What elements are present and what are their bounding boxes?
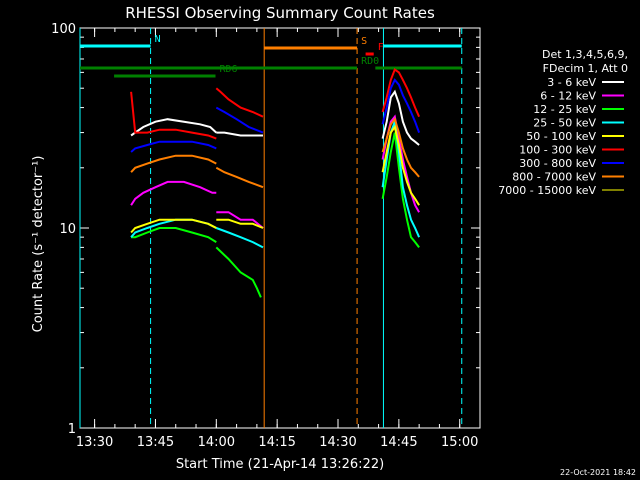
legend-entry-label: 50 - 100 keV xyxy=(526,130,596,143)
legend-entry-label: 7000 - 15000 keV xyxy=(498,184,596,197)
x-tick-label: 13:30 xyxy=(76,435,113,450)
x-tick-label: 14:00 xyxy=(198,435,235,450)
chart-title: RHESSI Observing Summary Count Rates xyxy=(125,4,435,22)
y-tick-label: 1 xyxy=(68,422,76,437)
series-line xyxy=(381,132,420,249)
x-axis-label: Start Time (21-Apr-14 13:26:22) xyxy=(176,457,384,472)
series-line xyxy=(381,89,420,146)
series-line xyxy=(381,78,421,133)
series-line xyxy=(130,118,217,137)
y-axis-label: Count Rate (s⁻¹ detector⁻¹) xyxy=(31,156,46,333)
legend-entry-label: 12 - 25 keV xyxy=(533,103,596,116)
footer-timestamp: 22-Oct-2021 18:42 xyxy=(560,468,636,477)
y-tick-label: 10 xyxy=(59,222,76,237)
x-tick-label: 15:00 xyxy=(441,435,478,450)
series-line xyxy=(215,166,264,189)
series-line xyxy=(216,131,263,137)
legend-header: FDecim 1, Att 0 xyxy=(543,62,628,75)
flag-label-n: N xyxy=(155,34,161,45)
series-line xyxy=(215,227,264,249)
x-tick-label: 13:45 xyxy=(137,435,174,450)
series-line xyxy=(215,87,264,118)
legend: Det 1,3,4,5,6,9,FDecim 1, Att 03 - 6 keV… xyxy=(498,48,628,197)
series-line xyxy=(216,218,264,229)
plot-area: 100 10 113:30 13:45 14:00 14:15 14:30 14:45 15:0… xyxy=(51,22,481,450)
flag-label-rd6: RD6 xyxy=(219,64,237,75)
series-line xyxy=(215,246,262,298)
flag-label-f: F xyxy=(378,42,384,53)
legend-entry-label: 3 - 6 keV xyxy=(547,76,596,89)
series-line xyxy=(215,106,264,134)
y-tick-label: 100 xyxy=(51,22,76,37)
flag-label-rd0: RD0 xyxy=(361,56,379,67)
legend-entry-label: 800 - 7000 keV xyxy=(512,171,596,184)
series-line xyxy=(130,91,217,140)
x-tick-label: 14:15 xyxy=(258,435,295,450)
legend-entry-label: 100 - 300 keV xyxy=(519,144,596,157)
series-line xyxy=(130,140,217,153)
legend-entry-label: 6 - 12 keV xyxy=(540,90,596,103)
plot-frame xyxy=(79,27,481,429)
series-line xyxy=(381,117,420,178)
legend-header: Det 1,3,4,5,6,9, xyxy=(542,48,628,61)
x-tick-label: 14:45 xyxy=(380,435,417,450)
series-line xyxy=(131,227,217,243)
flag-label-s: S xyxy=(361,36,367,47)
series-line xyxy=(381,67,421,118)
series-line xyxy=(381,124,420,206)
x-tick-label: 14:30 xyxy=(319,435,356,450)
series-line xyxy=(130,180,217,206)
series-line xyxy=(130,154,217,173)
legend-entry-label: 300 - 800 keV xyxy=(519,157,596,170)
series-line xyxy=(216,211,264,229)
legend-entry-label: 25 - 50 keV xyxy=(533,117,596,130)
series-line xyxy=(130,218,217,234)
